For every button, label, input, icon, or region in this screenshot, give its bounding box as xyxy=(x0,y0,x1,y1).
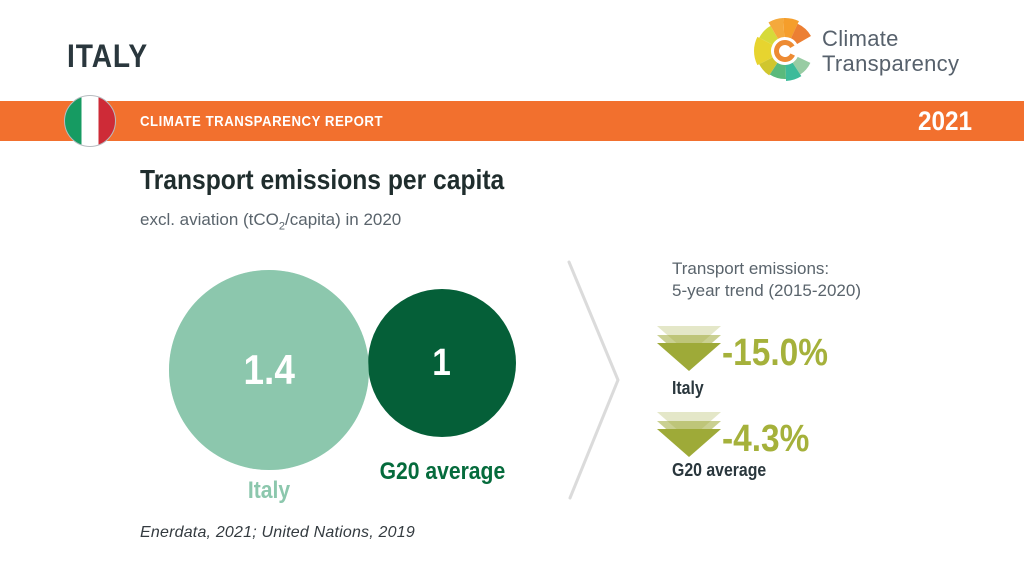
chart-subtitle-prefix: excl. aviation (tCO xyxy=(140,210,279,229)
trend-italy-value: -15.0% xyxy=(722,332,828,374)
chevron-divider-icon xyxy=(567,260,620,500)
trend-heading-line1: Transport emissions: xyxy=(672,259,830,278)
trend-down-icon xyxy=(657,412,721,457)
trend-g20-label: G20 average xyxy=(672,460,767,480)
bubble-g20-average: 1 xyxy=(368,289,516,437)
bubble-italy: 1.4 xyxy=(169,270,369,470)
report-year: 2021 xyxy=(917,106,972,136)
logo-wordmark-line1: Climate xyxy=(822,26,899,51)
country-title: ITALY xyxy=(67,38,149,74)
trend-heading-line2: 5-year trend (2015-2020) xyxy=(672,281,862,300)
trend-g20-value: -4.3% xyxy=(722,418,810,460)
source-citation: Enerdata, 2021; United Nations, 2019 xyxy=(140,524,415,541)
trend-italy-label: Italy xyxy=(672,378,704,398)
chart-subtitle-suffix: /capita) in 2020 xyxy=(285,210,402,229)
banner xyxy=(0,101,1024,141)
trend-down-icon xyxy=(657,326,721,371)
chart-title: Transport emissions per capita xyxy=(140,164,505,195)
logo-wordmark-line2: Transparency xyxy=(822,51,960,76)
bubble-g20-label: G20 average xyxy=(379,458,505,485)
chart-subtitle-subscript: 2 xyxy=(278,220,286,233)
bubble-italy-label: Italy xyxy=(247,477,291,504)
climate-transparency-logo-icon xyxy=(754,18,811,81)
trend-heading: Transport emissions: 5-year trend (2015-… xyxy=(672,258,861,302)
bubble-italy-value: 1.4 xyxy=(243,346,295,393)
italy-flag-icon xyxy=(64,95,116,147)
chart-subtitle: excl. aviation (tCO2/capita) in 2020 xyxy=(140,210,401,232)
report-title: CLIMATE TRANSPARENCY REPORT xyxy=(140,113,384,130)
bubble-g20-value: 1 xyxy=(432,341,452,384)
logo-wordmark: Climate Transparency xyxy=(822,26,959,76)
